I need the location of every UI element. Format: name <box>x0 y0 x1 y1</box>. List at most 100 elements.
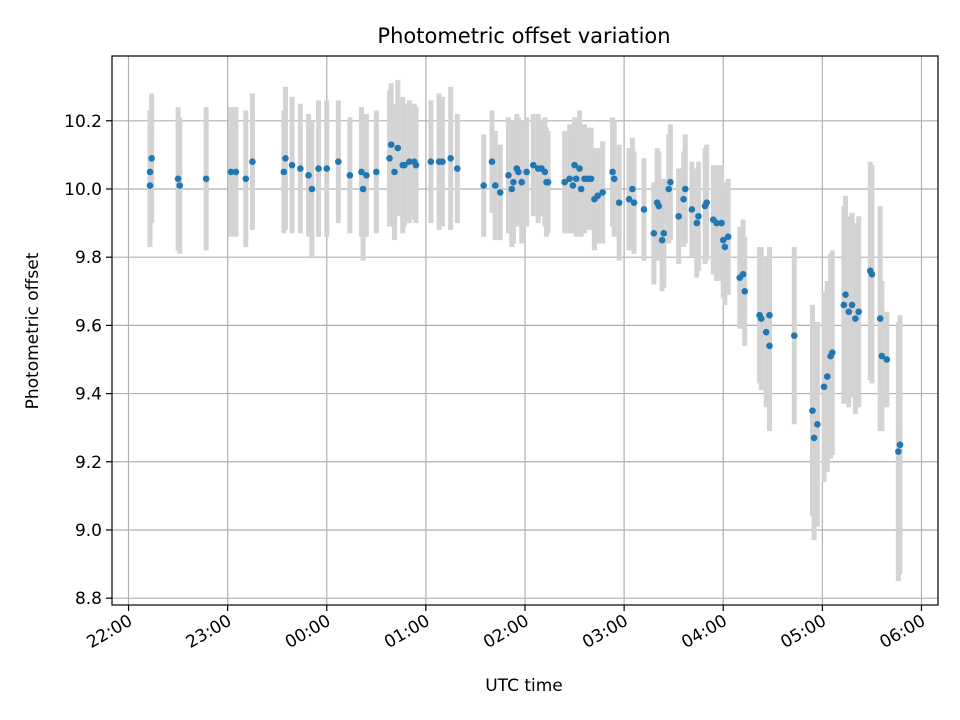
y-axis-ticks: 8.8 9.0 9.2 9.4 9.6 9.8 10.0 10.2 <box>64 112 112 609</box>
data-point <box>840 301 848 309</box>
data-point <box>878 352 886 360</box>
data-point <box>739 270 747 278</box>
data-point <box>572 175 580 183</box>
data-point <box>571 161 578 169</box>
chart-title: Photometric offset variation <box>377 24 670 48</box>
data-point <box>505 172 512 179</box>
data-point <box>721 243 729 251</box>
data-point <box>828 349 836 356</box>
x-tick-label: 23:00 <box>183 611 235 653</box>
x-axis-ticks: 22:00 23:00 00:00 01:00 02:00 03:00 04:00 05:00… <box>84 605 929 653</box>
data-point <box>373 168 380 176</box>
data-point <box>845 308 853 316</box>
data-point <box>453 165 461 172</box>
data-point <box>480 182 488 189</box>
data-point <box>496 189 504 196</box>
data-point <box>594 192 601 200</box>
data-point <box>523 168 530 176</box>
data-point <box>280 168 288 176</box>
y-tick-label: 9.2 <box>75 453 102 473</box>
data-point <box>488 158 496 166</box>
y-tick-label: 9.4 <box>75 385 102 405</box>
x-tick-label: 05:00 <box>777 611 829 653</box>
data-point <box>359 185 367 193</box>
data-point <box>599 189 606 196</box>
data-point <box>810 434 818 442</box>
data-point <box>675 212 682 220</box>
data-point <box>515 168 522 176</box>
data-point <box>561 178 568 186</box>
data-point <box>227 168 235 176</box>
data-point <box>146 168 154 176</box>
data-point <box>576 165 583 172</box>
x-tick-label: 01:00 <box>381 611 433 653</box>
y-tick-label: 9.8 <box>75 248 102 268</box>
data-point <box>491 182 499 189</box>
data-point <box>148 154 155 162</box>
data-point <box>508 185 516 193</box>
data-point <box>695 212 702 220</box>
data-point <box>876 315 884 322</box>
data-point <box>176 182 184 189</box>
data-point <box>297 165 304 172</box>
data-point <box>757 315 765 322</box>
y-tick-label: 9.6 <box>75 316 102 336</box>
data-point <box>665 185 673 193</box>
data-point <box>842 291 849 298</box>
data-point <box>809 407 816 414</box>
data-point <box>681 185 689 193</box>
x-tick-label: 02:00 <box>480 611 532 653</box>
data-point <box>412 161 420 169</box>
x-tick-label: 22:00 <box>84 611 136 653</box>
data-point <box>650 230 658 237</box>
y-tick-label: 10.0 <box>64 180 102 200</box>
data-point <box>242 175 250 183</box>
data-point <box>790 332 798 339</box>
data-point <box>762 328 770 336</box>
data-point <box>658 236 666 244</box>
data-point <box>610 175 618 183</box>
data-point <box>335 158 342 166</box>
data-point <box>896 441 904 449</box>
data-point <box>848 301 856 309</box>
data-point <box>544 178 552 186</box>
data-point <box>660 230 668 237</box>
data-point <box>629 185 636 193</box>
x-tick-label: 00:00 <box>282 611 334 653</box>
y-tick-label: 8.8 <box>75 589 102 609</box>
data-point <box>577 185 585 193</box>
data-point <box>693 219 701 227</box>
data-point <box>391 168 398 176</box>
data-point <box>305 172 312 179</box>
data-point <box>439 158 446 166</box>
data-point <box>703 199 711 206</box>
y-tick-label: 9.0 <box>75 521 102 541</box>
data-point <box>566 175 573 183</box>
data-point <box>625 195 633 203</box>
data-point <box>895 448 902 455</box>
data-point <box>609 168 616 176</box>
data-point <box>358 168 365 176</box>
data-point <box>724 233 732 241</box>
data-point <box>630 199 638 206</box>
data-point <box>146 182 154 189</box>
data-point <box>719 236 727 244</box>
data-point <box>232 168 240 176</box>
data-point <box>529 161 537 169</box>
data-point <box>855 308 863 316</box>
data-point <box>713 219 720 227</box>
data-point <box>718 219 725 227</box>
data-point <box>824 373 831 380</box>
data-point <box>427 158 435 166</box>
data-point <box>387 141 395 148</box>
x-tick-label: 03:00 <box>579 611 631 653</box>
data-point <box>741 287 749 295</box>
data-point <box>766 311 773 319</box>
data-point <box>174 175 182 183</box>
data-point <box>615 199 623 206</box>
data-point <box>852 315 859 322</box>
data-point <box>640 206 648 213</box>
data-point <box>447 154 454 162</box>
data-point <box>282 154 289 162</box>
